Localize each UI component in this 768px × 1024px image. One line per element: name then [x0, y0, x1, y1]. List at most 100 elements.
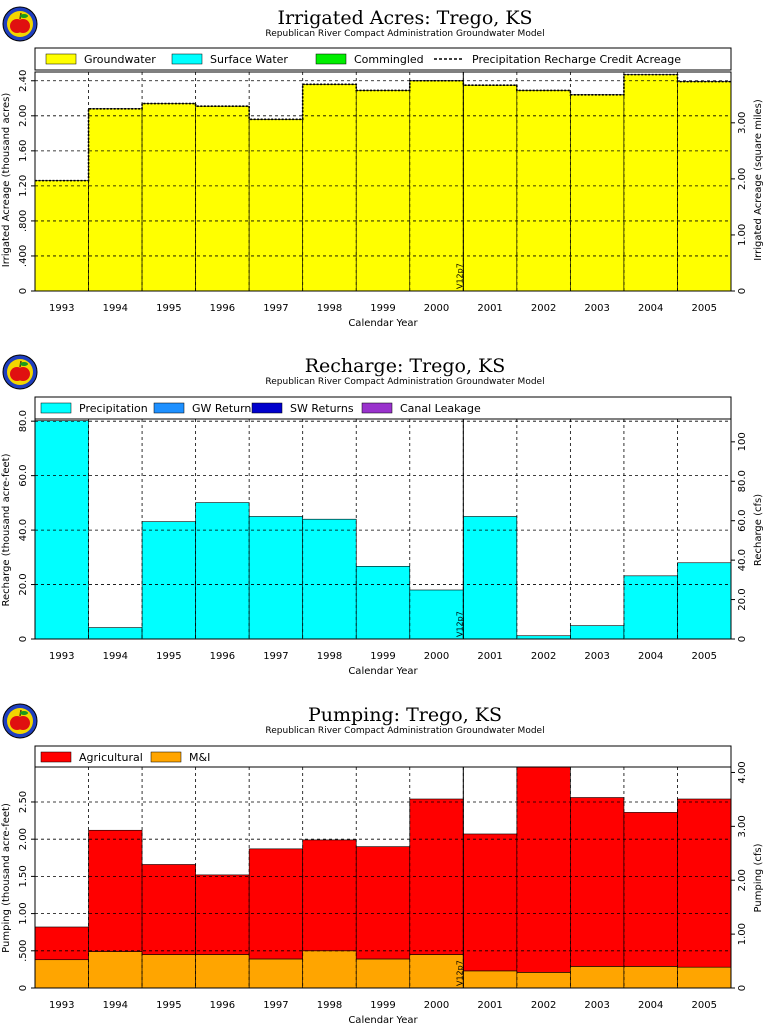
bar-segment — [195, 502, 250, 640]
ytick-label: 0 — [18, 985, 29, 991]
version-tag: V12p7 — [455, 263, 464, 289]
legend-swatch — [150, 751, 182, 763]
bar-segment — [195, 954, 250, 989]
y2tick-label: 40.0 — [737, 549, 748, 571]
bar-segment — [677, 81, 732, 292]
y2-axis-label: Pumping (cfs) — [753, 843, 764, 912]
legend-swatch — [251, 402, 283, 414]
y2tick-label: 4.00 — [737, 761, 748, 783]
xtick-label: 1994 — [103, 303, 128, 314]
bar-segment — [355, 958, 411, 989]
bar-segment — [248, 958, 303, 989]
legend-item: Commingled — [315, 53, 424, 66]
ytick-label: 20.0 — [18, 573, 29, 595]
bar-segment — [34, 959, 89, 989]
bar-segment — [88, 829, 143, 952]
ytick-label: 40.0 — [18, 519, 29, 541]
xtick-label: 2005 — [692, 303, 717, 314]
bar-segment — [516, 766, 571, 973]
ytick-label: 80.0 — [18, 410, 29, 432]
legend-swatch — [315, 53, 347, 65]
y2-axis-label: Irrigated Acreage (square miles) — [753, 99, 764, 261]
bar-segment — [88, 627, 143, 640]
xtick-label: 1998 — [317, 1000, 342, 1011]
version-tag: V12p7 — [455, 611, 464, 637]
apple-shape — [16, 367, 30, 381]
bar-segment — [516, 90, 571, 292]
legend-label: Precipitation — [79, 402, 148, 415]
ytick-label: 2.00 — [18, 828, 29, 850]
legend-label: Groundwater — [84, 53, 156, 66]
bar-segment — [570, 625, 625, 640]
legend-label: GW Returns — [192, 402, 257, 415]
xtick-label: 2002 — [531, 1000, 556, 1011]
x-axis-label: Calendar Year — [348, 666, 418, 677]
xtick-label: 1996 — [210, 303, 235, 314]
bar-segment — [570, 966, 625, 989]
bar-segment — [355, 846, 411, 960]
y-axis-label: Irrigated Acreage (thousand acres) — [1, 93, 12, 268]
legend-swatch — [171, 53, 203, 65]
version-tag: V12p7 — [455, 960, 464, 986]
xtick-label: 2001 — [477, 1000, 502, 1011]
xtick-label: 2003 — [584, 1000, 609, 1011]
bar-segment — [302, 83, 357, 292]
ytick-label: 2.00 — [18, 105, 29, 127]
ytick-label: .800 — [18, 210, 29, 232]
xtick-label: 2005 — [692, 651, 717, 662]
bar-segment — [516, 972, 571, 989]
legend-item: Groundwater — [45, 53, 156, 66]
y2tick-label: 0 — [737, 636, 748, 642]
legend-swatch — [40, 751, 72, 763]
apple-shape — [16, 19, 30, 33]
legend-item: Surface Water — [171, 53, 288, 66]
bar-segment — [623, 812, 678, 967]
bar-segment — [463, 84, 518, 292]
xtick-label: 2004 — [638, 1000, 663, 1011]
chart-subtitle: Republican River Compact Administration … — [265, 377, 544, 387]
bar-segment — [623, 575, 678, 640]
legend-label: Canal Leakage — [400, 402, 481, 415]
xtick-label: 2001 — [477, 303, 502, 314]
bar-segment — [141, 864, 196, 955]
plot-frame — [34, 71, 732, 292]
ytick-label: 2.40 — [18, 70, 29, 92]
y2tick-label: 0 — [737, 288, 748, 294]
y-axis-label: Pumping (thousand acre-feet) — [1, 803, 12, 953]
legend-swatch — [361, 402, 393, 414]
xtick-label: 1993 — [49, 651, 74, 662]
xtick-label: 2002 — [531, 303, 556, 314]
bar-segment — [248, 848, 303, 960]
legend-item: Precipitation — [40, 402, 148, 415]
ytick-label: .400 — [18, 245, 29, 267]
xtick-label: 1999 — [370, 1000, 395, 1011]
xtick-label: 2005 — [692, 1000, 717, 1011]
bar-segment — [141, 954, 196, 989]
xtick-label: 1993 — [49, 303, 74, 314]
bar-segment — [195, 105, 250, 292]
xtick-label: 2004 — [638, 303, 663, 314]
y2tick-label: 3.00 — [737, 815, 748, 837]
y2tick-label: 80.0 — [737, 470, 748, 492]
ytick-label: 1.60 — [18, 140, 29, 162]
y2tick-label: 1.00 — [737, 923, 748, 945]
xtick-label: 1993 — [49, 1000, 74, 1011]
bar-segment — [570, 797, 625, 967]
xtick-label: 2000 — [424, 651, 449, 662]
bar-segment — [409, 798, 464, 955]
xtick-label: 1998 — [317, 651, 342, 662]
xtick-label: 2000 — [424, 303, 449, 314]
legend-swatch — [45, 53, 77, 65]
ytick-label: 1.00 — [18, 902, 29, 924]
y2tick-label: 2.00 — [737, 869, 748, 891]
bar-segment — [248, 516, 303, 640]
ytick-label: 1.50 — [18, 865, 29, 887]
bar-segment — [355, 566, 411, 640]
y-axis-label: Recharge (thousand acre-feet) — [1, 453, 12, 606]
xtick-label: 2003 — [584, 303, 609, 314]
xtick-label: 1997 — [263, 651, 288, 662]
legend-label: Surface Water — [210, 53, 288, 66]
ytick-label: 0 — [18, 288, 29, 294]
legend-swatch — [40, 402, 72, 414]
